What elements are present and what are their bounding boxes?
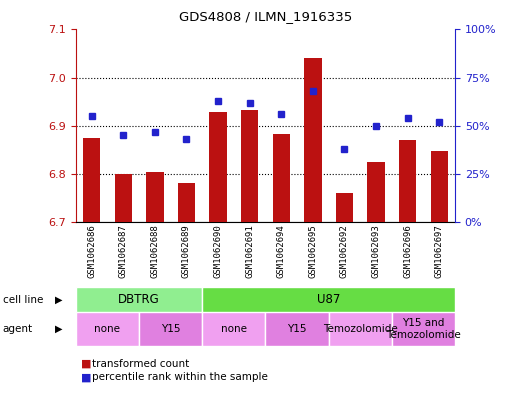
Text: Y15: Y15 bbox=[287, 324, 307, 334]
Bar bbox=[139, 312, 202, 346]
Text: GSM1062696: GSM1062696 bbox=[403, 224, 412, 278]
Text: GSM1062695: GSM1062695 bbox=[309, 224, 317, 278]
Text: Y15: Y15 bbox=[161, 324, 180, 334]
Bar bbox=[83, 138, 100, 222]
Text: U87: U87 bbox=[317, 293, 340, 306]
Text: GSM1062690: GSM1062690 bbox=[213, 224, 222, 278]
Text: GSM1062691: GSM1062691 bbox=[245, 224, 254, 278]
Text: agent: agent bbox=[3, 324, 33, 334]
Text: cell line: cell line bbox=[3, 295, 43, 305]
Text: GSM1062692: GSM1062692 bbox=[340, 224, 349, 278]
Bar bbox=[76, 312, 139, 346]
Bar bbox=[178, 183, 195, 222]
Text: Temozolomide: Temozolomide bbox=[323, 324, 397, 334]
Bar bbox=[399, 140, 416, 222]
Bar bbox=[392, 312, 455, 346]
Text: Y15 and
Temozolomide: Y15 and Temozolomide bbox=[386, 318, 461, 340]
Bar bbox=[266, 312, 328, 346]
Text: percentile rank within the sample: percentile rank within the sample bbox=[92, 372, 267, 382]
Bar bbox=[115, 174, 132, 222]
Text: ■: ■ bbox=[81, 358, 92, 369]
Bar bbox=[304, 58, 322, 222]
Text: none: none bbox=[95, 324, 120, 334]
Bar bbox=[209, 112, 226, 222]
Text: GSM1062689: GSM1062689 bbox=[182, 224, 191, 278]
Text: GSM1062686: GSM1062686 bbox=[87, 224, 96, 278]
Bar bbox=[328, 312, 392, 346]
Text: DBTRG: DBTRG bbox=[118, 293, 160, 306]
Text: transformed count: transformed count bbox=[92, 358, 189, 369]
Bar bbox=[202, 312, 266, 346]
Bar bbox=[202, 287, 455, 312]
Text: GDS4808 / ILMN_1916335: GDS4808 / ILMN_1916335 bbox=[179, 10, 352, 23]
Bar bbox=[146, 173, 164, 222]
Text: GSM1062693: GSM1062693 bbox=[371, 224, 381, 278]
Text: ▶: ▶ bbox=[55, 324, 62, 334]
Text: none: none bbox=[221, 324, 247, 334]
Bar bbox=[430, 151, 448, 222]
Text: GSM1062688: GSM1062688 bbox=[150, 224, 160, 278]
Bar bbox=[272, 134, 290, 222]
Bar bbox=[367, 162, 385, 222]
Bar bbox=[336, 193, 353, 222]
Bar bbox=[241, 110, 258, 222]
Text: GSM1062694: GSM1062694 bbox=[277, 224, 286, 278]
Text: ▶: ▶ bbox=[55, 295, 62, 305]
Text: GSM1062687: GSM1062687 bbox=[119, 224, 128, 278]
Text: GSM1062697: GSM1062697 bbox=[435, 224, 444, 278]
Bar bbox=[76, 287, 202, 312]
Text: ■: ■ bbox=[81, 372, 92, 382]
